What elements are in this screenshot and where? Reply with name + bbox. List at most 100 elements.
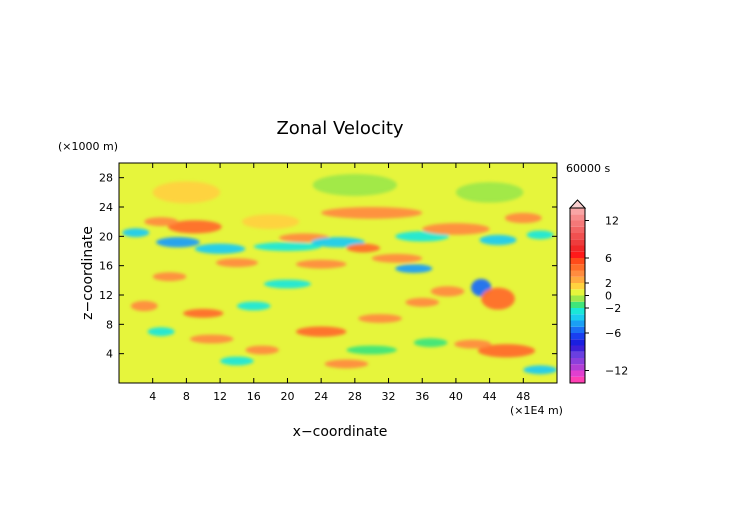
field-feature-25	[295, 326, 347, 337]
x-tick-label: 28	[348, 390, 362, 403]
field-feature-35	[346, 345, 397, 355]
x-tick-label: 4	[149, 390, 156, 403]
colorbar-segment	[570, 370, 585, 377]
colorbar-tick-label: 6	[605, 252, 612, 265]
colorbar-segment	[570, 301, 585, 308]
y-tick-label: 8	[106, 318, 113, 331]
field-feature-31	[523, 365, 557, 375]
x-tick-label: 12	[213, 390, 227, 403]
field-feature-36	[324, 359, 369, 369]
field-feature-12	[321, 207, 423, 219]
field-feature-39	[413, 338, 448, 348]
colorbar-segment	[570, 289, 585, 296]
field-feature-38	[295, 259, 347, 269]
y-axis: 4 8 12 16 20 24 28	[99, 172, 557, 361]
x-tick-label: 20	[280, 390, 294, 403]
x-axis: 4 8 12 16 20 24 28 32 36 40 44 48	[149, 163, 530, 403]
colorbar-segment	[570, 220, 585, 227]
field-feature-13	[395, 231, 450, 242]
field-feature-3	[156, 237, 200, 248]
colorbar-segment	[570, 333, 585, 340]
colorbar-tick-label: 2	[605, 277, 612, 290]
colorbar-segment	[570, 276, 585, 283]
field-feature-19	[481, 287, 515, 310]
y-tick-label: 28	[99, 172, 113, 185]
colorbar-tick-label: −6	[605, 327, 621, 340]
x-tick-label: 48	[516, 390, 530, 403]
colorbar-overflow-arrow	[568, 199, 587, 209]
field-feature-2	[122, 228, 150, 238]
field-feature-11	[395, 264, 433, 273]
colorbar-segment	[570, 258, 585, 265]
colorbar-segment	[570, 239, 585, 246]
colorbar-segment	[570, 314, 585, 321]
colorbar-tick-label: −12	[605, 365, 628, 378]
colorbar-segment	[570, 364, 585, 371]
field-feature-33	[220, 356, 254, 366]
colorbar-tick-label: 0	[605, 290, 612, 303]
x-tick-label: 44	[483, 390, 497, 403]
field-feature-14	[422, 223, 490, 235]
colorbar-segment	[570, 345, 585, 352]
x-tick-label: 36	[415, 390, 429, 403]
colorbar-segment	[570, 283, 585, 290]
colorbar-segment	[570, 358, 585, 365]
y-tick-label: 12	[99, 289, 113, 302]
y-axis-label: z−coordinate	[80, 226, 96, 320]
field-feature-0	[167, 220, 222, 234]
field-feature-40	[241, 214, 300, 230]
field-feature-10	[371, 253, 423, 263]
colorbar: 12 6 20−2 −6 −12	[568, 199, 628, 384]
field-feature-28	[263, 279, 312, 289]
field-feature-42	[312, 174, 397, 196]
colorbar-tick-label: 12	[605, 215, 619, 228]
x-tick-label: 8	[183, 390, 190, 403]
field-feature-1	[144, 217, 178, 227]
colorbar-segment	[570, 208, 585, 215]
colorbar-segment	[570, 351, 585, 358]
field-feature-6	[253, 242, 322, 252]
field-feature-37	[147, 327, 175, 337]
field-feature-23	[183, 308, 224, 318]
x-axis-label: x−coordinate	[293, 424, 388, 440]
y-tick-label: 16	[99, 260, 113, 273]
field-feature-17	[526, 230, 554, 240]
field-feature-5	[215, 258, 258, 268]
colorbar-segment	[570, 233, 585, 240]
colorbar-tick-label: −2	[605, 302, 621, 315]
field-feature-20	[430, 286, 465, 297]
colorbar-segment	[570, 320, 585, 327]
y-tick-label: 24	[99, 201, 113, 214]
y-tick-label: 20	[99, 230, 113, 243]
colorbar-segment	[570, 295, 585, 302]
field-feature-21	[152, 272, 187, 282]
colorbar-segment	[570, 270, 585, 277]
field-feature-29	[477, 344, 536, 358]
x-unit-label: (×1E4 m)	[510, 404, 563, 417]
field-layer	[122, 174, 557, 375]
colorbar-segment	[570, 264, 585, 271]
field-feature-4	[194, 243, 246, 254]
x-tick-label: 16	[247, 390, 261, 403]
field-feature-30	[454, 339, 492, 349]
colorbar-segment	[570, 226, 585, 233]
field-feature-15	[479, 234, 517, 246]
time-label: 60000 s	[566, 162, 610, 175]
colorbar-segment	[570, 308, 585, 315]
field-feature-16	[504, 212, 542, 224]
plot-frame	[118, 162, 558, 384]
colorbar-segment	[570, 214, 585, 221]
x-tick-label: 24	[314, 390, 328, 403]
field-feature-8	[311, 237, 365, 248]
field-feature-24	[236, 301, 271, 311]
colorbar-segment	[570, 339, 585, 346]
field-feature-43	[455, 182, 524, 203]
colorbar-segment	[570, 245, 585, 252]
field-feature-41	[152, 181, 221, 204]
x-tick-label: 32	[382, 390, 396, 403]
field-feature-26	[358, 314, 403, 323]
y-tick-label: 4	[106, 348, 113, 361]
colorbar-segment	[570, 376, 585, 383]
x-tick-label: 40	[449, 390, 463, 403]
